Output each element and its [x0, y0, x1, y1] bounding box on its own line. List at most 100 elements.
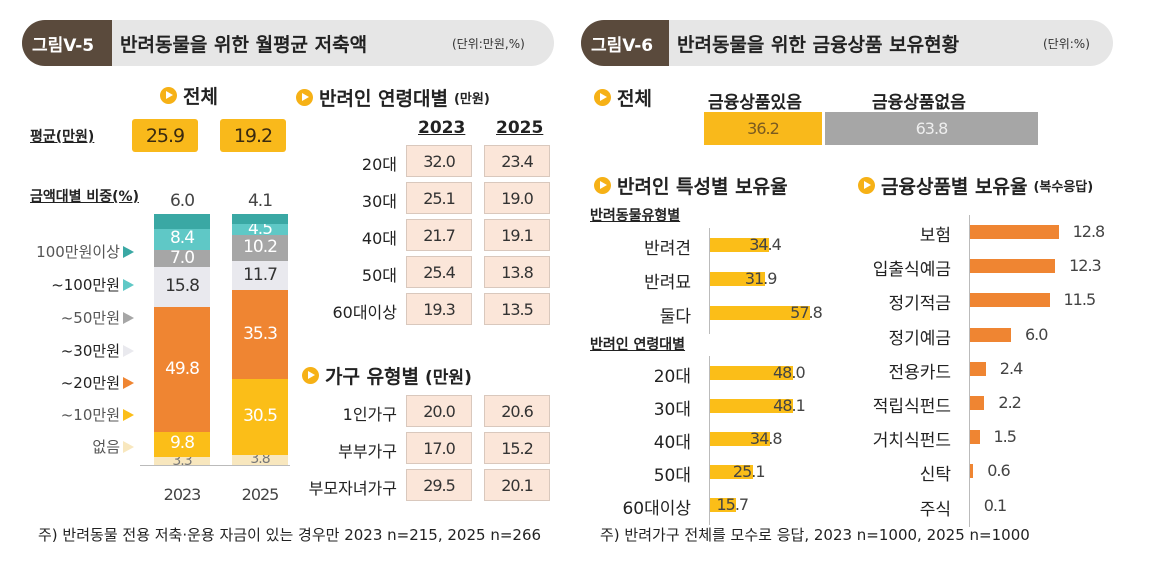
bar-category-label: 반려견 — [644, 239, 691, 259]
bar — [969, 225, 1059, 239]
play-icon — [302, 367, 319, 384]
segment-value: 15.8 — [165, 276, 200, 297]
stack-segment — [154, 249, 210, 268]
trait-section-title: 반려인 특성별 보유율 — [594, 172, 788, 199]
legend-item: ~10만원 — [61, 404, 134, 425]
total-section-label: 전체 — [183, 86, 218, 108]
trait-section-label: 반려인 특성별 보유율 — [617, 176, 788, 198]
row-label: 30대 — [361, 192, 397, 211]
segment-value: 6.0 — [169, 190, 195, 211]
bar-value: 1.5 — [993, 427, 1017, 447]
segment-value: 7.0 — [169, 247, 195, 268]
bar-value: 11.5 — [1063, 290, 1097, 310]
triangle-icon — [123, 440, 134, 453]
bar-value: 34.4 — [749, 235, 782, 254]
stack-segment — [232, 290, 288, 379]
fig6-total-title: 전체 — [594, 84, 652, 111]
total-section-title: 전체 — [160, 82, 218, 109]
stack-segment — [154, 267, 210, 308]
row-label: 1인가구 — [342, 405, 397, 424]
value-cell-2023: 25.1 — [406, 182, 472, 214]
value-cell-2023: 19.3 — [406, 293, 472, 325]
bar-category-label: 적립식펀드 — [872, 397, 951, 417]
age-section-title: 반려인 연령대별 (만원) — [296, 84, 490, 111]
legend-item: ~20만원 — [61, 372, 134, 393]
baseline — [140, 465, 290, 466]
value-cell-2025: 20.6 — [484, 395, 550, 427]
fig6-note: 주) 반려가구 전체를 모수로 응답, 2023 n=1000, 2025 n=… — [600, 526, 1030, 544]
bar-category-label: 30대 — [653, 400, 691, 420]
bar-category-label: 40대 — [653, 433, 691, 453]
age-section-label: 반려인 연령대별 — [319, 88, 448, 110]
bar — [969, 430, 980, 445]
stack-segment — [232, 455, 288, 465]
bar — [709, 399, 794, 413]
triangle-icon — [123, 311, 134, 324]
bar — [969, 259, 1056, 274]
segment-value: 30.5 — [243, 406, 278, 427]
stack-segment — [232, 378, 288, 456]
stack-segment — [232, 224, 288, 236]
value-cell-2025: 15.2 — [484, 432, 550, 464]
bar — [969, 396, 985, 410]
legend-item: ~30만원 — [61, 340, 134, 361]
stacked-bar-chart: 3.3 9.8 49.8 15.8 7.0 8.4 6.0 2023 3.8 30.5 35.3 11… — [140, 190, 290, 520]
age-group-label: 반려인 연령대별 — [590, 337, 686, 353]
bar-value: 15.7 — [716, 495, 749, 514]
play-icon — [594, 89, 611, 106]
avg-2025-box: 19.2 — [220, 119, 286, 152]
segment-value: 4.1 — [247, 190, 273, 211]
fig5-note: 주) 반려동물 전용 저축·운용 자금이 있는 경우만 2023 n=215, … — [38, 526, 542, 544]
bar — [709, 272, 765, 286]
bar-category-label: 주식 — [919, 499, 951, 520]
avg-label: 평균(만원) — [30, 129, 95, 145]
segment-value: 35.3 — [243, 323, 278, 344]
bar — [709, 498, 737, 512]
triangle-icon — [123, 245, 134, 258]
play-icon — [296, 89, 313, 106]
fig6-tag: 그림V-6 — [581, 20, 669, 66]
bar-value: 31.9 — [744, 269, 778, 288]
segment-value: 3.8 — [250, 451, 270, 468]
age-col-2023: 2023 — [418, 118, 466, 138]
legend-item: 100만원이상 — [36, 241, 134, 262]
dist-label: 금액대별 비중(%) — [30, 189, 139, 205]
x-tick-label: 2023 — [163, 485, 202, 504]
hh-section-title: 가구 유형별 (만원) — [302, 362, 472, 389]
value-cell-2025: 23.4 — [484, 145, 550, 177]
fig6-total-label: 전체 — [617, 88, 652, 110]
bar-category-label: 정기적금 — [888, 294, 951, 315]
triangle-icon — [123, 376, 134, 389]
stack-segment — [232, 213, 288, 225]
triangle-icon — [123, 408, 134, 421]
bar-value: 2.4 — [999, 358, 1023, 378]
triangle-icon — [123, 278, 134, 291]
fig6-header: 그림V-6 반려동물을 위한 금융상품 보유현황 (단위:%) — [581, 20, 1113, 66]
value-cell-2025: 19.0 — [484, 182, 550, 214]
bar-value: 0.1 — [983, 495, 1007, 515]
value-cell-2023: 17.0 — [406, 432, 472, 464]
segment-value: 10.2 — [243, 237, 278, 258]
row-label: 부부가구 — [338, 442, 397, 461]
row-label: 40대 — [361, 229, 397, 248]
bar-value: 48.1 — [773, 396, 806, 415]
play-icon — [858, 177, 875, 194]
bar-value: 25.1 — [732, 462, 766, 481]
stack-segment — [232, 260, 288, 291]
no-product-label: 금융상품없음 — [872, 93, 966, 113]
stack-segment — [232, 235, 288, 261]
fig5-unit: (단위:만원,%) — [452, 36, 525, 51]
age-col-2025: 2025 — [496, 118, 544, 138]
stack-segment — [154, 307, 210, 433]
hh-section-label: 가구 유형별 — [325, 366, 420, 388]
fig6-title: 반려동물을 위한 금융상품 보유현황 — [677, 33, 960, 56]
hh-section-unit: (만원) — [425, 368, 472, 388]
row-label: 60대이상 — [332, 303, 397, 322]
bar-category-label: 거치식펀드 — [872, 431, 951, 452]
pet-type-label: 반려동물유형별 — [590, 208, 681, 224]
bar — [969, 293, 1050, 308]
x-tick-label: 2025 — [241, 485, 280, 504]
bar-category-label: 60대이상 — [622, 499, 691, 519]
legend-item: 없음 — [92, 436, 134, 457]
value-cell-2023: 20.0 — [406, 395, 472, 427]
